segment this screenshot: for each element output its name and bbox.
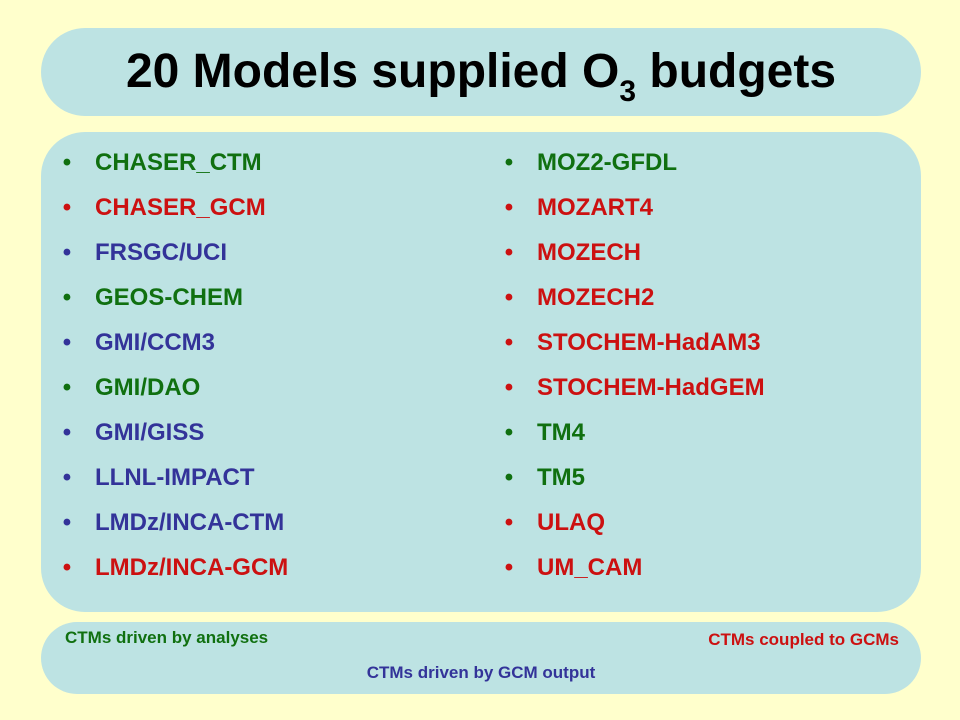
- title-rest: budgets: [636, 45, 837, 98]
- bullet-icon: •: [504, 329, 514, 356]
- bullet-icon: •: [504, 554, 514, 581]
- model-list-left: • CHASER_CTM • CHASER_GCM • FRSGC/UCI • GEOS-CH…: [57, 148, 289, 598]
- model-name: CHASER_GCM: [95, 194, 266, 221]
- model-name: LMDz/INCA-CTM: [95, 509, 285, 536]
- list-item: • LLNL-IMPACT: [57, 463, 288, 508]
- model-name: MOZ2-GFDL: [537, 149, 677, 176]
- list-item: • STOCHEM-HadAM3: [499, 328, 765, 373]
- model-name: MOZECH: [537, 239, 641, 266]
- list-item: • GEOS-CHEM: [57, 283, 288, 328]
- list-item: • CHASER_GCM: [57, 193, 288, 238]
- list-item: • LMDz/INCA-CTM: [57, 508, 288, 553]
- bullet-icon: •: [504, 149, 514, 176]
- model-list-right: • MOZ2-GFDL • MOZART4 • MOZECH • MOZECH2 • STOCHE…: [499, 148, 765, 598]
- title-main: 20 Models supplied O: [125, 45, 620, 98]
- bullet-icon: •: [504, 194, 514, 221]
- model-name: STOCHEM-HadAM3: [537, 329, 761, 356]
- bullet-icon: •: [62, 149, 72, 176]
- legend-coupled: CTMs coupled to GCMs: [708, 630, 899, 649]
- bullet-icon: •: [62, 509, 72, 536]
- bullet-icon: •: [62, 374, 72, 401]
- bullet-icon: •: [504, 239, 514, 266]
- legend-gcm-output: CTMs driven by GCM output: [366, 663, 596, 682]
- model-name: UM_CAM: [537, 554, 643, 581]
- model-name: ULAQ: [537, 509, 605, 536]
- list-item: • FRSGC/UCI: [57, 238, 288, 283]
- bullet-icon: •: [504, 464, 514, 491]
- model-name: LMDz/INCA-GCM: [95, 554, 289, 581]
- bullet-icon: •: [62, 239, 72, 266]
- list-item: • UM_CAM: [499, 553, 765, 598]
- list-item: • LMDz/INCA-GCM: [57, 553, 289, 598]
- title-subscript: 3: [619, 75, 637, 108]
- model-name: TM5: [537, 464, 585, 491]
- list-item: • TM4: [499, 418, 765, 463]
- bullet-icon: •: [62, 464, 72, 491]
- model-name: GMI/GISS: [95, 419, 205, 446]
- bullet-icon: •: [62, 284, 72, 311]
- list-item: • MOZ2-GFDL: [499, 148, 765, 193]
- bullet-icon: •: [504, 284, 514, 311]
- bullet-icon: •: [504, 419, 514, 446]
- model-name: TM4: [537, 419, 585, 446]
- list-item: • STOCHEM-HadGEM: [499, 373, 765, 418]
- model-name: CHASER_CTM: [95, 149, 262, 176]
- model-name: GEOS-CHEM: [95, 284, 244, 311]
- model-name: STOCHEM-HadGEM: [537, 374, 765, 401]
- title-banner: 20 Models supplied O3 budgets: [41, 28, 921, 116]
- list-item: • MOZART4: [499, 193, 765, 238]
- model-list-panel: • CHASER_CTM • CHASER_GCM • FRSGC/UCI • GEOS-CH…: [41, 132, 921, 612]
- bullet-icon: •: [62, 329, 72, 356]
- list-item: • TM5: [499, 463, 765, 508]
- legend-panel: CTMs driven by analyses CTMs coupled to …: [41, 622, 921, 694]
- model-name: GMI/CCM3: [95, 329, 215, 356]
- list-item: • ULAQ: [499, 508, 765, 553]
- model-name: MOZECH2: [537, 284, 655, 311]
- bullet-icon: •: [504, 374, 514, 401]
- list-item: • CHASER_CTM: [57, 148, 288, 193]
- list-item: • MOZECH2: [499, 283, 765, 328]
- list-item: • MOZECH: [499, 238, 765, 283]
- bullet-icon: •: [62, 554, 72, 581]
- list-item: • GMI/DAO: [57, 373, 288, 418]
- model-name: LLNL-IMPACT: [95, 464, 255, 491]
- page-title: 20 Models supplied O3 budgets: [41, 28, 921, 122]
- model-name: GMI/DAO: [95, 374, 201, 401]
- bullet-icon: •: [62, 419, 72, 446]
- legend-analyses: CTMs driven by analyses: [65, 628, 269, 647]
- list-item: • GMI/CCM3: [57, 328, 288, 373]
- bullet-icon: •: [62, 194, 72, 221]
- bullet-icon: •: [504, 509, 514, 536]
- model-name: FRSGC/UCI: [95, 239, 227, 266]
- model-name: MOZART4: [537, 194, 653, 221]
- list-item: • GMI/GISS: [57, 418, 288, 463]
